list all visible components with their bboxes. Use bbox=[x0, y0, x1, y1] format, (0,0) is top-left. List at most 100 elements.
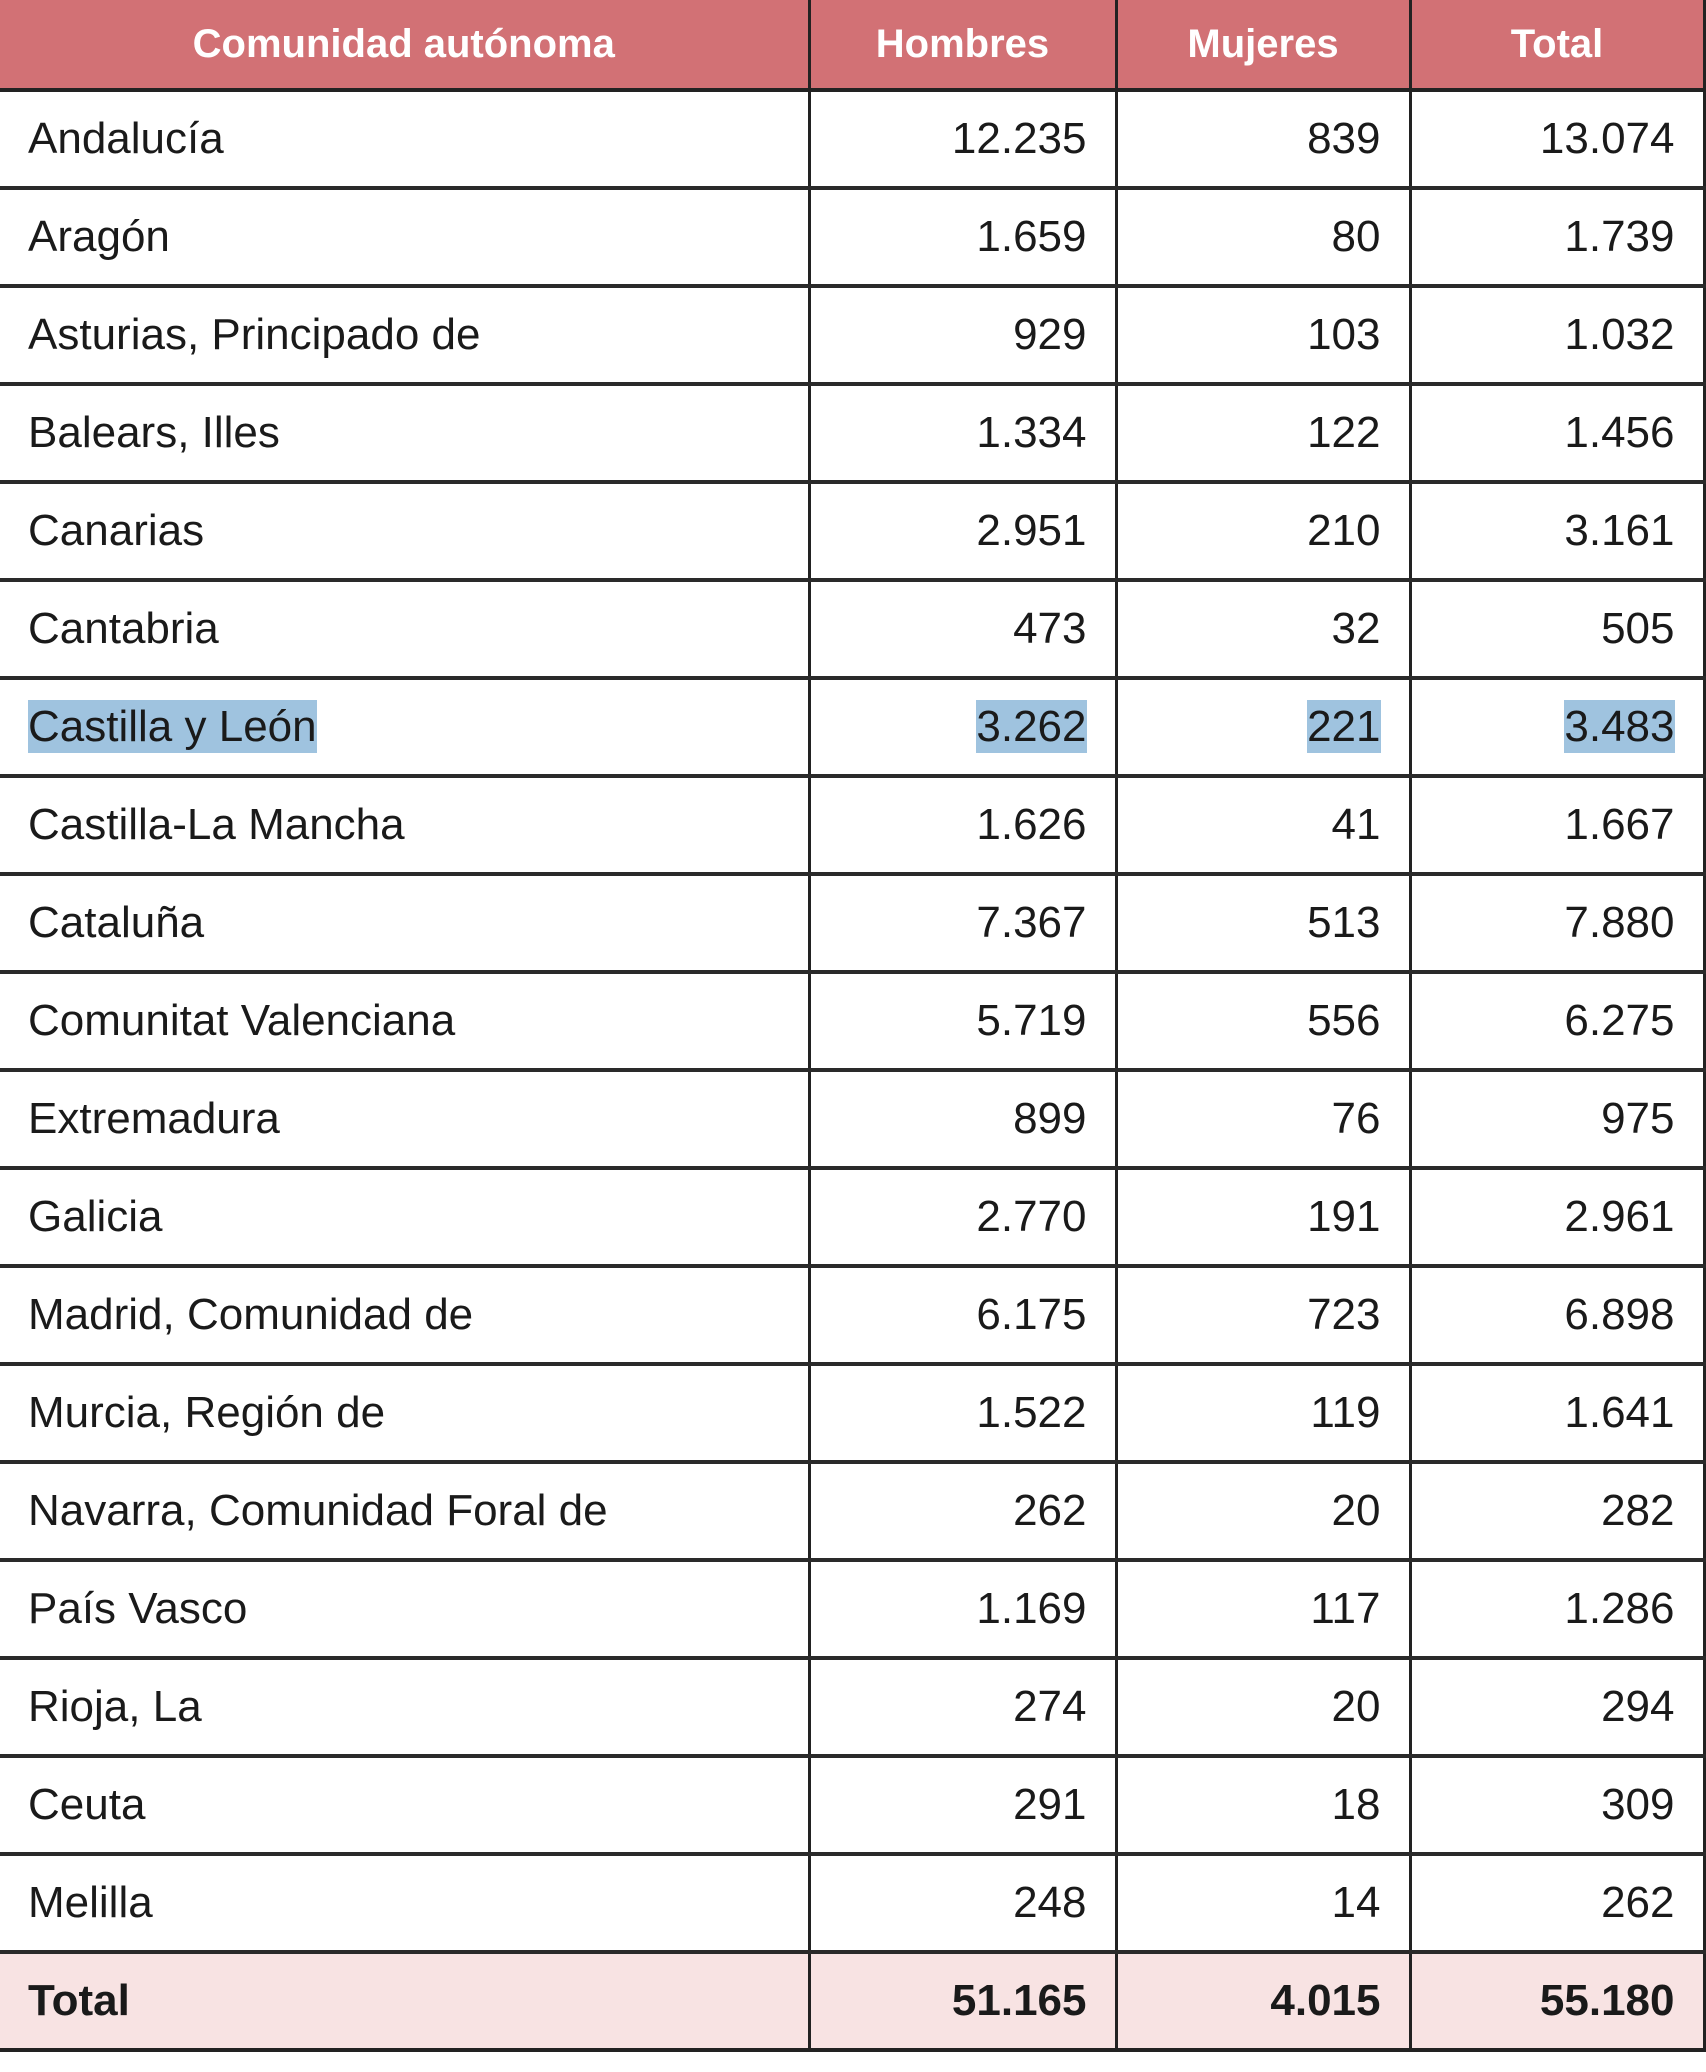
cell-hombres: 473 bbox=[807, 580, 1118, 680]
cell-total: 294 bbox=[1408, 1658, 1706, 1758]
cell-region: Galicia bbox=[0, 1168, 811, 1268]
cell-hombres: 1.626 bbox=[807, 776, 1118, 876]
cell-hombres: 248 bbox=[807, 1854, 1118, 1954]
cell-hombres-text: 2.951 bbox=[976, 506, 1087, 555]
cell-hombres-text: 291 bbox=[1013, 1780, 1087, 1829]
cell-total-text: 1.667 bbox=[1564, 800, 1675, 849]
cell-region: Murcia, Región de bbox=[0, 1364, 811, 1464]
cell-total: 6.275 bbox=[1408, 972, 1706, 1072]
cell-mujeres-text: 41 bbox=[1331, 800, 1381, 849]
cell-mujeres: 20 bbox=[1114, 1658, 1412, 1758]
cell-total: 1.286 bbox=[1408, 1560, 1706, 1660]
cell-total: 505 bbox=[1408, 580, 1706, 680]
cell-hombres: 262 bbox=[807, 1462, 1118, 1562]
cell-total: 309 bbox=[1408, 1756, 1706, 1856]
cell-region-text: Melilla bbox=[28, 1878, 153, 1927]
cell-hombres-text: 6.175 bbox=[976, 1290, 1087, 1339]
cell-mujeres: 191 bbox=[1114, 1168, 1412, 1268]
total-cell-region: Total bbox=[0, 1952, 811, 2052]
cell-hombres-text: 3.262 bbox=[976, 700, 1087, 753]
cell-region: Castilla y León bbox=[0, 678, 811, 778]
cell-region: País Vasco bbox=[0, 1560, 811, 1660]
table-row: Aragón 1.659 80 1.739 bbox=[0, 188, 1706, 288]
cell-hombres-text: 12.235 bbox=[951, 114, 1087, 163]
cell-hombres-text: 5.719 bbox=[976, 996, 1087, 1045]
cell-hombres: 1.522 bbox=[807, 1364, 1118, 1464]
cell-mujeres-text: 117 bbox=[1310, 1584, 1381, 1633]
cell-mujeres: 839 bbox=[1114, 90, 1412, 190]
cell-hombres: 274 bbox=[807, 1658, 1118, 1758]
cell-region: Comunitat Valenciana bbox=[0, 972, 811, 1072]
cell-region-text: Canarias bbox=[28, 506, 205, 555]
total-cell-mujeres: 4.015 bbox=[1114, 1952, 1412, 2052]
cell-mujeres: 210 bbox=[1114, 482, 1412, 582]
table-row: Comunitat Valenciana 5.719 556 6.275 bbox=[0, 972, 1706, 1072]
cell-total-text: 1.641 bbox=[1564, 1388, 1675, 1437]
table-row: País Vasco 1.169 117 1.286 bbox=[0, 1560, 1706, 1660]
table-row: Navarra, Comunidad Foral de 262 20 282 bbox=[0, 1462, 1706, 1562]
cell-mujeres: 14 bbox=[1114, 1854, 1412, 1954]
cell-total-text: 1.286 bbox=[1564, 1584, 1675, 1633]
cell-mujeres-text: 14 bbox=[1331, 1878, 1381, 1927]
cell-region-text: Asturias, Principado de bbox=[28, 310, 481, 359]
cell-mujeres-text: 122 bbox=[1307, 408, 1381, 457]
cell-region-text: Galicia bbox=[28, 1192, 163, 1241]
cell-total-text: 1.739 bbox=[1564, 212, 1675, 261]
cell-mujeres: 103 bbox=[1114, 286, 1412, 386]
cell-hombres: 929 bbox=[807, 286, 1118, 386]
cell-total: 2.961 bbox=[1408, 1168, 1706, 1268]
cell-total: 262 bbox=[1408, 1854, 1706, 1954]
cell-hombres: 1.169 bbox=[807, 1560, 1118, 1660]
cell-hombres: 1.334 bbox=[807, 384, 1118, 484]
table-row: Balears, Illes 1.334 122 1.456 bbox=[0, 384, 1706, 484]
cell-hombres: 12.235 bbox=[807, 90, 1118, 190]
cell-mujeres: 76 bbox=[1114, 1070, 1412, 1170]
cell-total: 975 bbox=[1408, 1070, 1706, 1170]
cell-total-text: 262 bbox=[1601, 1878, 1675, 1927]
cell-hombres: 291 bbox=[807, 1756, 1118, 1856]
table-row: Extremadura 899 76 975 bbox=[0, 1070, 1706, 1170]
cell-mujeres: 119 bbox=[1114, 1364, 1412, 1464]
cell-region: Aragón bbox=[0, 188, 811, 288]
total-cell-total: 55.180 bbox=[1408, 1952, 1706, 2052]
cell-mujeres: 18 bbox=[1114, 1756, 1412, 1856]
cell-hombres: 6.175 bbox=[807, 1266, 1118, 1366]
cell-total: 282 bbox=[1408, 1462, 1706, 1562]
cell-region: Andalucía bbox=[0, 90, 811, 190]
cell-total-text: 3.483 bbox=[1564, 700, 1675, 753]
cell-region: Castilla-La Mancha bbox=[0, 776, 811, 876]
cell-region-text: Aragón bbox=[28, 212, 170, 261]
cell-mujeres: 117 bbox=[1114, 1560, 1412, 1660]
cell-total-text: 1.032 bbox=[1564, 310, 1675, 359]
cell-total: 7.880 bbox=[1408, 874, 1706, 974]
cell-region: Canarias bbox=[0, 482, 811, 582]
cell-total-text: 505 bbox=[1601, 604, 1675, 653]
cell-mujeres-text: 513 bbox=[1307, 898, 1381, 947]
cell-total: 3.161 bbox=[1408, 482, 1706, 582]
cell-hombres-text: 248 bbox=[1013, 1878, 1087, 1927]
cell-total: 1.739 bbox=[1408, 188, 1706, 288]
cell-mujeres-text: 80 bbox=[1331, 212, 1381, 261]
cell-total-text: 1.456 bbox=[1564, 408, 1675, 457]
column-header-region: Comunidad autónoma bbox=[0, 0, 811, 92]
cell-mujeres-text: 103 bbox=[1307, 310, 1381, 359]
cell-total-text: 282 bbox=[1601, 1486, 1675, 1535]
cell-region: Asturias, Principado de bbox=[0, 286, 811, 386]
cell-mujeres: 20 bbox=[1114, 1462, 1412, 1562]
table-row: Asturias, Principado de 929 103 1.032 bbox=[0, 286, 1706, 386]
cell-mujeres: 513 bbox=[1114, 874, 1412, 974]
cell-region-text: Rioja, La bbox=[28, 1682, 202, 1731]
cell-mujeres: 556 bbox=[1114, 972, 1412, 1072]
cell-region-text: Murcia, Región de bbox=[28, 1388, 386, 1437]
column-header-hombres: Hombres bbox=[807, 0, 1118, 92]
cell-region-text: Andalucía bbox=[28, 114, 224, 163]
cell-total-text: 3.161 bbox=[1564, 506, 1675, 555]
cell-total-text: 13.074 bbox=[1539, 114, 1675, 163]
cell-region-text: Castilla y León bbox=[28, 700, 317, 753]
cell-mujeres: 122 bbox=[1114, 384, 1412, 484]
cell-region: Cataluña bbox=[0, 874, 811, 974]
table-row: Cantabria 473 32 505 bbox=[0, 580, 1706, 680]
total-row: Total 51.165 4.015 55.180 bbox=[0, 1952, 1706, 2052]
cell-hombres: 899 bbox=[807, 1070, 1118, 1170]
